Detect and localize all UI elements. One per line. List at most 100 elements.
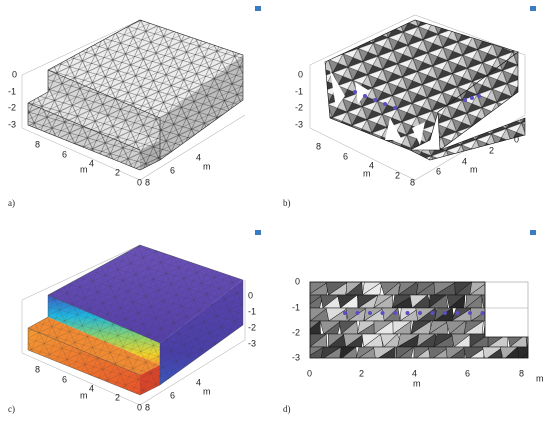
- marker: [468, 311, 472, 315]
- axis-label: m: [470, 164, 478, 174]
- panel-label: a): [8, 198, 15, 208]
- tick-label: 8: [145, 402, 150, 412]
- tick-label: 6: [343, 151, 348, 161]
- mesh-triangle: [374, 346, 396, 358]
- marker-line: [353, 90, 481, 110]
- mesh-triangle: [518, 320, 528, 335]
- y-tick-label: -3: [292, 352, 300, 362]
- mesh-triangle: [395, 346, 414, 358]
- x-tick-label: 2: [359, 368, 364, 378]
- mesh-triangle: [506, 282, 526, 296]
- tick-label: 0: [137, 402, 142, 412]
- panel-a: 0 -1 -2 -3 8 6 4 2 0 m 8 6 4 m a): [8, 19, 246, 208]
- mesh-triangle: [520, 320, 528, 335]
- field-block: [27, 244, 244, 396]
- axis-label: m: [203, 386, 211, 396]
- mesh-triangle: [505, 307, 526, 322]
- mesh-block: [27, 19, 244, 171]
- axis-label: m: [203, 161, 211, 171]
- mesh-outline: [309, 281, 529, 359]
- z-tick-label: -2: [295, 102, 303, 112]
- panel-label: c): [8, 404, 15, 414]
- panel-b: 0 -1 -2 -3 8 6 4 2 m 8 6 4 2 0 m b): [283, 14, 526, 208]
- mesh-block: [324, 19, 526, 161]
- mesh-triangle: [482, 320, 505, 335]
- mesh-triangle: [500, 320, 521, 335]
- z-tick-label: -2: [8, 102, 16, 112]
- z-tick-label: -1: [248, 306, 256, 316]
- icon: [255, 230, 261, 235]
- icon: [255, 6, 261, 11]
- tick-label: 4: [462, 156, 467, 166]
- marker: [480, 311, 485, 315]
- panel-c: 0 -1 -2 -3 8 6 4 2 0 m 8 6 4 m c): [8, 244, 256, 414]
- tick-label: 4: [89, 158, 94, 168]
- tick-label: 6: [170, 165, 175, 175]
- z-tick-label: 0: [248, 290, 253, 300]
- tick-label: 2: [115, 167, 120, 177]
- tick-label: 6: [62, 149, 67, 159]
- tick-label: 4: [196, 377, 201, 387]
- z-tick-label: -2: [248, 322, 256, 332]
- axis-box: [21, 244, 246, 406]
- mesh-triangle: [482, 294, 504, 309]
- tick-label: 8: [410, 177, 415, 187]
- tick-label: 4: [196, 152, 201, 162]
- tick-label: 6: [436, 166, 441, 176]
- marker: [443, 311, 447, 315]
- axis-label: m: [80, 164, 88, 174]
- y-tick-label: -1: [292, 302, 300, 312]
- marker: [430, 311, 435, 315]
- marker: [380, 311, 385, 315]
- tick-label: 2: [395, 170, 400, 180]
- x-tick-label: 4: [412, 368, 417, 378]
- mesh-triangle: [338, 346, 358, 358]
- mesh-triangle: [488, 307, 508, 322]
- axis-label: m: [413, 378, 421, 388]
- marker: [455, 311, 460, 315]
- mesh-triangle: [488, 282, 509, 296]
- mesh-triangle: [499, 320, 520, 335]
- mesh-triangle: [523, 307, 528, 322]
- tick-label: 8: [316, 141, 321, 151]
- mesh-triangle: [527, 282, 528, 296]
- mesh-section: [310, 282, 528, 358]
- mesh-triangle: [500, 294, 522, 309]
- axis-box: [21, 19, 246, 181]
- axis-label: m: [536, 373, 544, 383]
- y-tick-label: 0: [295, 276, 300, 286]
- z-tick-label: -3: [248, 338, 256, 348]
- axis-label: m: [80, 390, 88, 400]
- z-tick-label: -3: [295, 119, 303, 129]
- mesh-triangle: [526, 333, 528, 348]
- z-tick-label: -3: [8, 119, 16, 129]
- tick-label: 6: [62, 374, 67, 384]
- tick-label: 8: [35, 139, 40, 149]
- y-tick-label: -2: [292, 327, 300, 337]
- tick-label: 4: [89, 383, 94, 393]
- tick-label: 8: [35, 364, 40, 374]
- panel-d: 0 -1 -2 -3 0 2 4 6 8 m m d): [283, 276, 544, 414]
- marker: [405, 311, 410, 315]
- x-tick-label: 6: [465, 368, 470, 378]
- z-tick-label: -1: [8, 86, 16, 96]
- axis-label: m: [363, 168, 371, 178]
- marker: [343, 311, 347, 315]
- tick-label: 6: [170, 390, 175, 400]
- marker: [393, 311, 397, 315]
- mesh-triangle: [488, 307, 508, 322]
- marker: [355, 311, 360, 315]
- mesh-triangle: [523, 307, 528, 322]
- mesh-triangle: [525, 333, 528, 348]
- tick-label: 4: [369, 160, 374, 170]
- panel-label: b): [283, 198, 291, 208]
- z-tick-label: 0: [298, 69, 303, 79]
- z-tick-label: 0: [12, 69, 17, 79]
- tick-label: 0: [137, 177, 142, 187]
- tick-label: 2: [489, 145, 494, 155]
- mesh-triangle: [506, 282, 527, 296]
- x-tick-label: 8: [519, 368, 524, 378]
- icon: [530, 6, 536, 11]
- tick-label: 8: [145, 177, 150, 187]
